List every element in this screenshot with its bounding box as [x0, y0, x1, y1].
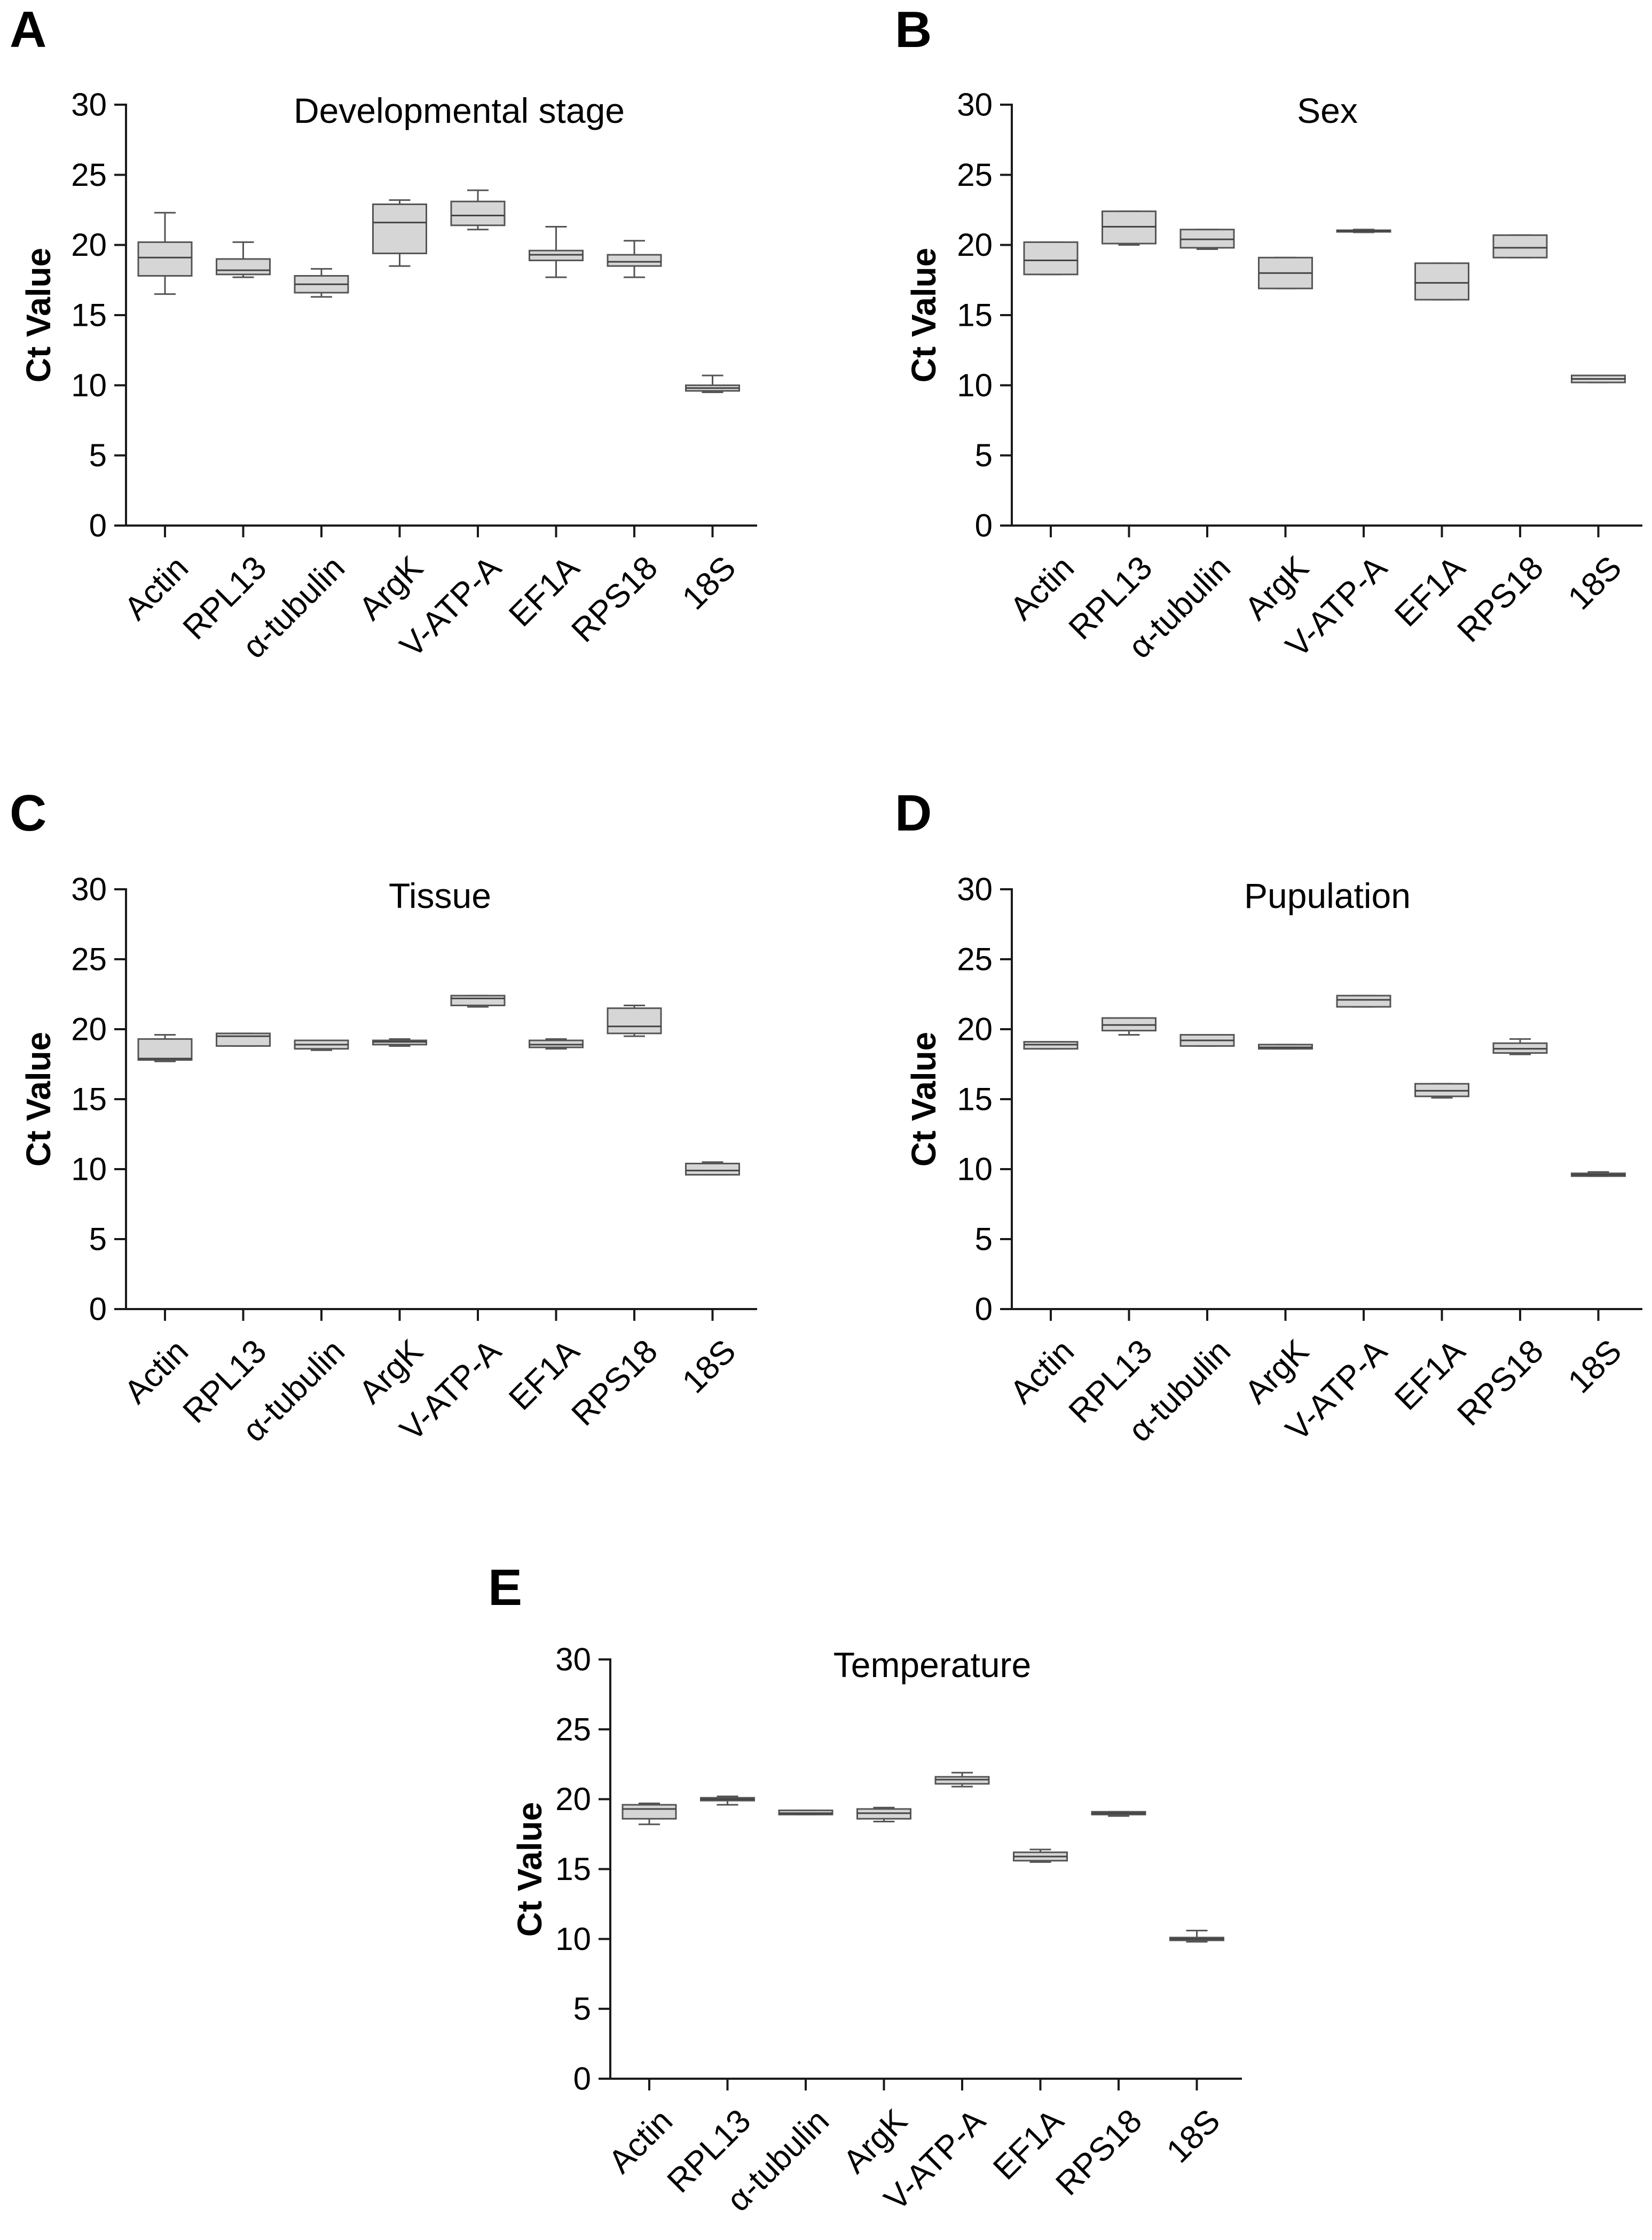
x-tick-label: 18S: [1561, 549, 1629, 617]
y-tick-label: 20: [957, 1012, 993, 1047]
y-tick-label: 20: [957, 227, 993, 263]
x-tick-label: 18S: [1160, 2102, 1228, 2170]
box-ef1a: [1414, 262, 1469, 301]
chart-title: Sex: [1297, 91, 1358, 130]
y-tick-label: 5: [89, 1221, 107, 1257]
y-tick-label: 25: [555, 1711, 591, 1747]
chart-panel-a: A Developmental stage Ct Value 0 5 10 15 20 25 30…: [10, 1, 757, 665]
chart-title: Tissue: [389, 876, 491, 915]
x-tick-label: 18S: [1561, 1333, 1629, 1400]
y-tick-label: 5: [89, 437, 107, 473]
box-v-atp-a: [1336, 994, 1391, 1008]
y-tick-label: 10: [957, 367, 993, 403]
y-tick-label: 10: [555, 1921, 591, 1957]
box-v-atp-a: [450, 994, 506, 1006]
y-tick-label: 5: [975, 437, 993, 473]
panel-letter: C: [10, 785, 46, 842]
x-tick-label: RPS18: [1450, 549, 1551, 649]
y-axis-label: Ct Value: [904, 248, 943, 383]
y-tick-label: 20: [71, 1012, 107, 1047]
box-actin: [622, 1804, 677, 1820]
y-axis-label: Ct Value: [19, 248, 58, 383]
y-tick-label: 20: [71, 227, 107, 263]
x-tick-label: 18S: [675, 1333, 743, 1400]
y-tick-label: 5: [573, 1991, 591, 2027]
y-tick-label: 30: [71, 87, 107, 123]
y-tick-label: 30: [957, 872, 993, 907]
box-actin: [137, 1038, 193, 1061]
y-tick-label: 10: [71, 367, 107, 403]
y-axis-label: Ct Value: [19, 1032, 58, 1167]
y-tick-label: 0: [89, 1291, 107, 1327]
y-tick-label: 15: [957, 1082, 993, 1117]
y-tick-label: 15: [555, 1851, 591, 1887]
box-18s: [685, 1163, 740, 1176]
x-tick-label: RPS18: [564, 549, 665, 649]
y-tick-label: 20: [555, 1781, 591, 1817]
y-tick-label: 10: [957, 1152, 993, 1187]
panel-letter: E: [488, 1559, 522, 1616]
y-tick-label: 15: [957, 297, 993, 333]
chart-title: Developmental stage: [294, 91, 625, 130]
box-actin: [1023, 241, 1079, 276]
x-tick-label: 18S: [675, 549, 743, 617]
box-argk: [372, 203, 427, 254]
box-v-atp-a: [450, 200, 506, 226]
box-rps18: [607, 1007, 662, 1035]
panel-letter: A: [10, 1, 46, 58]
box-rps18: [607, 254, 662, 267]
y-tick-label: 5: [975, 1221, 993, 1257]
y-tick-label: 25: [71, 942, 107, 977]
y-axis-label: Ct Value: [510, 1802, 549, 1937]
y-tick-label: 0: [89, 508, 107, 544]
y-tick-label: 0: [573, 2061, 591, 2097]
y-tick-label: 15: [71, 297, 107, 333]
box-actin: [137, 241, 193, 277]
y-tick-label: 0: [975, 508, 993, 544]
panel-letter: B: [895, 1, 932, 58]
chart-title: Temperature: [833, 1645, 1032, 1685]
x-tick-label: RPS18: [1450, 1333, 1551, 1433]
y-tick-label: 30: [71, 872, 107, 907]
box-rpl13: [216, 258, 271, 276]
chart-title: Pupulation: [1244, 876, 1411, 915]
y-tick-label: 0: [975, 1291, 993, 1327]
y-tick-label: 25: [71, 157, 107, 193]
x-tick-label: RPS18: [564, 1333, 665, 1433]
y-tick-label: 15: [71, 1082, 107, 1117]
box-rps18: [1492, 234, 1548, 259]
y-tick-label: 30: [957, 87, 993, 123]
y-tick-label: 25: [957, 942, 993, 977]
y-tick-label: 30: [555, 1642, 591, 1678]
y-tick-label: 25: [957, 157, 993, 193]
y-tick-label: 10: [71, 1152, 107, 1187]
x-tick-label: RPS18: [1049, 2102, 1149, 2203]
y-axis-label: Ct Value: [904, 1032, 943, 1167]
box-rpl13: [216, 1032, 271, 1047]
panel-letter: D: [895, 785, 932, 842]
